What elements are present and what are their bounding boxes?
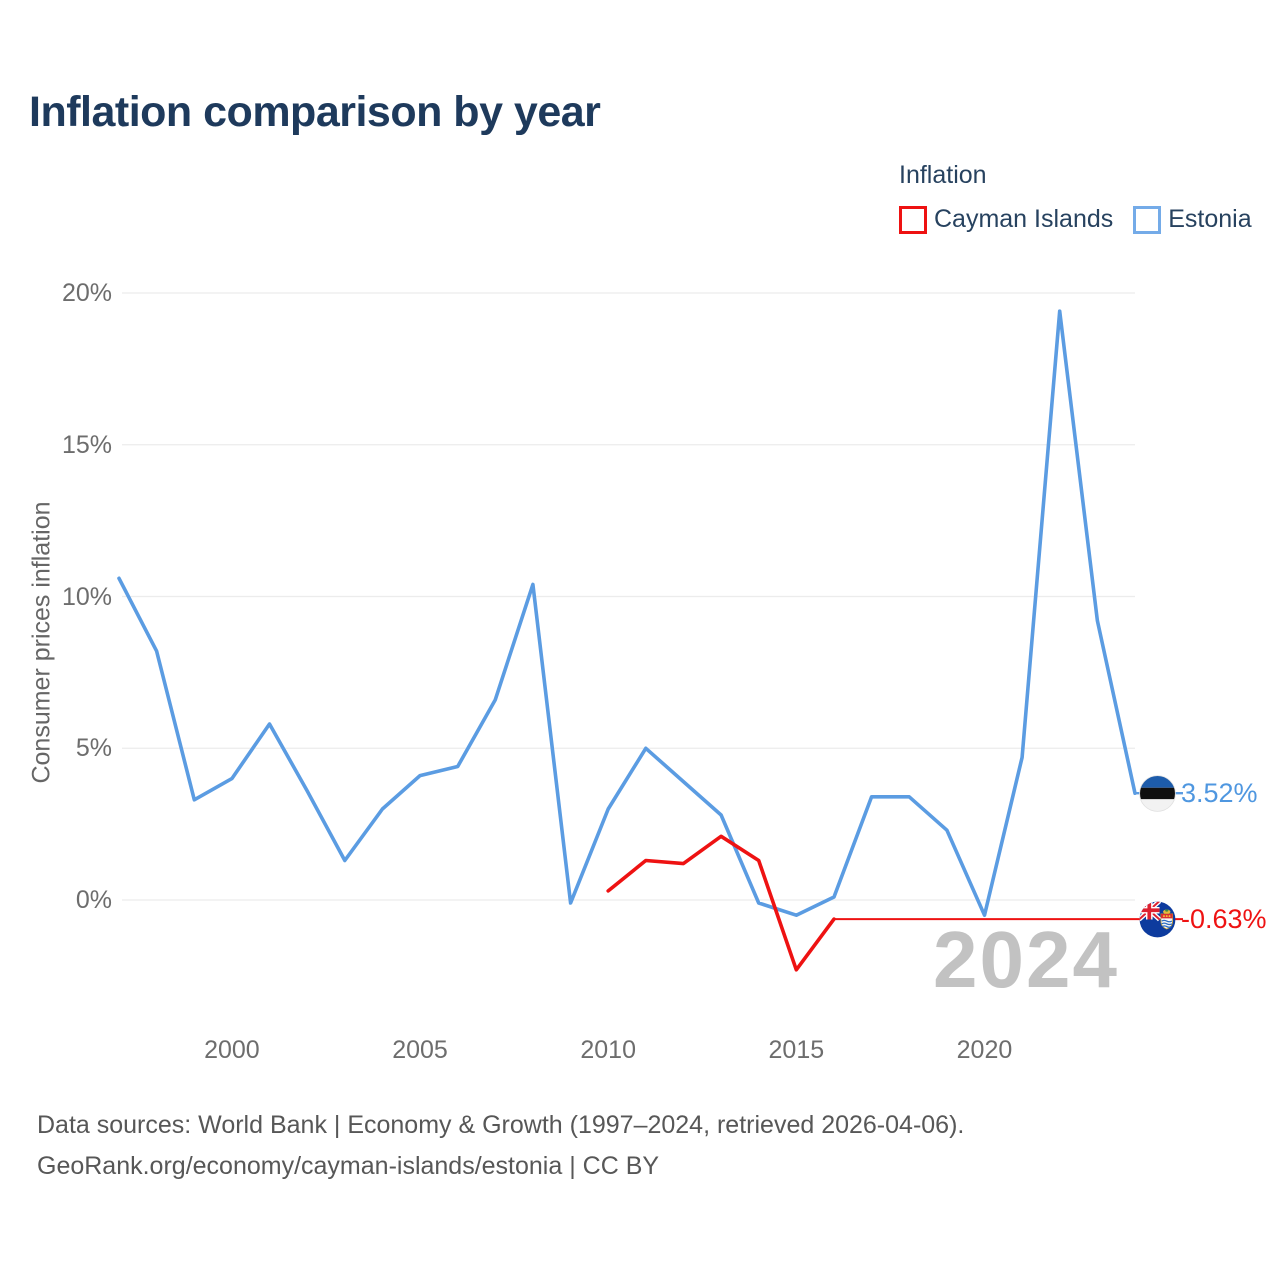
y-tick-10%: 10% — [61, 582, 112, 611]
footer-data-sources: Data sources: World Bank | Economy & Gro… — [37, 1111, 965, 1139]
end-label-estonia: 3.52% — [1139, 774, 1258, 812]
end-label-cayman-islands: -0.63% — [1139, 901, 1267, 938]
x-tick-2005: 2005 — [392, 1036, 448, 1064]
x-tick-2000: 2000 — [204, 1036, 260, 1064]
y-tick-20%: 20% — [61, 279, 112, 307]
estonia-end-value: 3.52% — [1181, 777, 1258, 808]
x-tick-2010: 2010 — [580, 1036, 636, 1064]
x-tick-2020: 2020 — [956, 1036, 1013, 1064]
series-line-estonia[interactable] — [117, 309, 1137, 918]
legend-swatch-cayman-islands[interactable] — [899, 205, 927, 234]
legend-swatch-estonia[interactable] — [1133, 205, 1162, 234]
legend-label-cayman-islands[interactable]: Cayman Islands — [934, 205, 1114, 233]
y-tick-15%: 15% — [61, 430, 112, 459]
footer-attribution: GeoRank.org/economy/cayman-islands/eston… — [37, 1152, 660, 1180]
x-tick-2015: 2015 — [768, 1036, 825, 1064]
cayman-islands-flag-icon — [1139, 901, 1176, 937]
watermark-year: 2024 — [933, 915, 1119, 1004]
cayman-islands-end-value: -0.63% — [1181, 903, 1267, 934]
y-tick-5%: 5% — [75, 734, 112, 763]
legend: Inflation Cayman Islands Estonia — [899, 161, 1252, 234]
chart-title: Inflation comparison by year — [29, 88, 601, 136]
footer: Data sources: World Bank | Economy & Gro… — [37, 1105, 964, 1187]
estonia-flag-icon — [1139, 774, 1176, 812]
legend-title: Inflation — [899, 161, 987, 189]
y-tick-0%: 0% — [75, 886, 112, 914]
legend-label-estonia[interactable]: Estonia — [1168, 205, 1252, 233]
series-line-cayman-islands[interactable] — [606, 834, 836, 972]
